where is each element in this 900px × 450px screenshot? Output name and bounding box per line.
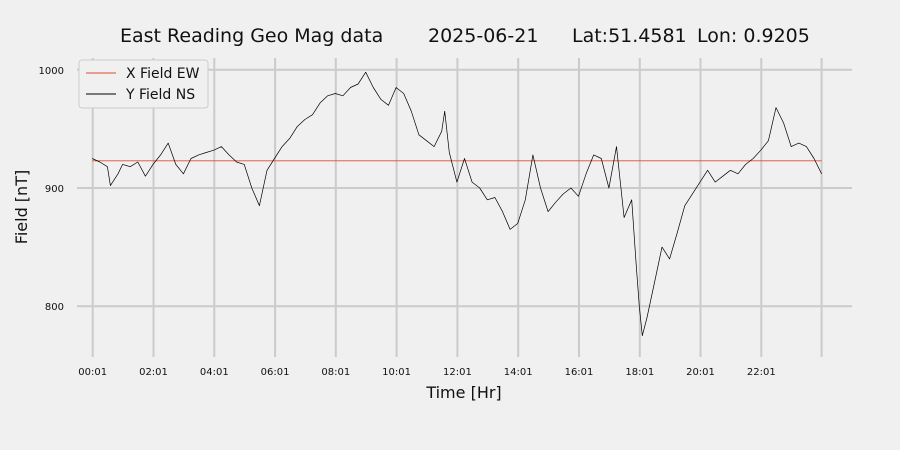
x-tick-label: 20:01: [686, 367, 715, 378]
x-axis-label: Time [Hr]: [425, 383, 501, 402]
x-tick-label: 02:01: [139, 367, 168, 378]
legend-box: [78, 59, 209, 109]
x-tick-label: 04:01: [200, 367, 229, 378]
legend-label-y-field: Y Field NS: [125, 87, 195, 103]
y-axis-label: Field [nT]: [12, 170, 31, 244]
series-layer: [92, 71, 822, 337]
x-tick-label: 14:01: [504, 367, 533, 378]
grid: [77, 58, 852, 357]
y-tick-label: 1000: [39, 66, 64, 77]
x-tick-labels: 00:01 02:01 04:01 06:01 08:01 10:01 12:01 14:01…: [78, 367, 775, 378]
series-line-y-field: [92, 71, 822, 337]
x-tick-label: 16:01: [565, 367, 594, 378]
x-tick-label: 08:01: [321, 367, 350, 378]
y-tick-label: 800: [45, 302, 64, 313]
x-tick-label: 12:01: [443, 367, 472, 378]
legend-label-x-field: X Field EW: [126, 66, 200, 82]
chart-title: East Reading Geo Mag data 2025-06-21 Lat…: [120, 25, 810, 47]
chart-title-lat: Lat:51.4581: [572, 25, 687, 47]
chart-title-lon: Lon: 0.9205: [697, 25, 810, 47]
y-tick-labels: 800 900 1000: [39, 66, 64, 313]
x-tick-label: 18:01: [625, 367, 654, 378]
legend: X Field EW Y Field NS: [78, 59, 209, 109]
y-tick-label: 900: [45, 184, 64, 195]
x-tick-label: 00:01: [78, 367, 107, 378]
x-tick-label: 10:01: [382, 367, 411, 378]
chart-title-date: 2025-06-21: [428, 25, 538, 47]
chart-title-name: East Reading Geo Mag data: [120, 25, 383, 47]
x-tick-label: 22:01: [747, 367, 776, 378]
x-tick-label: 06:01: [261, 367, 290, 378]
